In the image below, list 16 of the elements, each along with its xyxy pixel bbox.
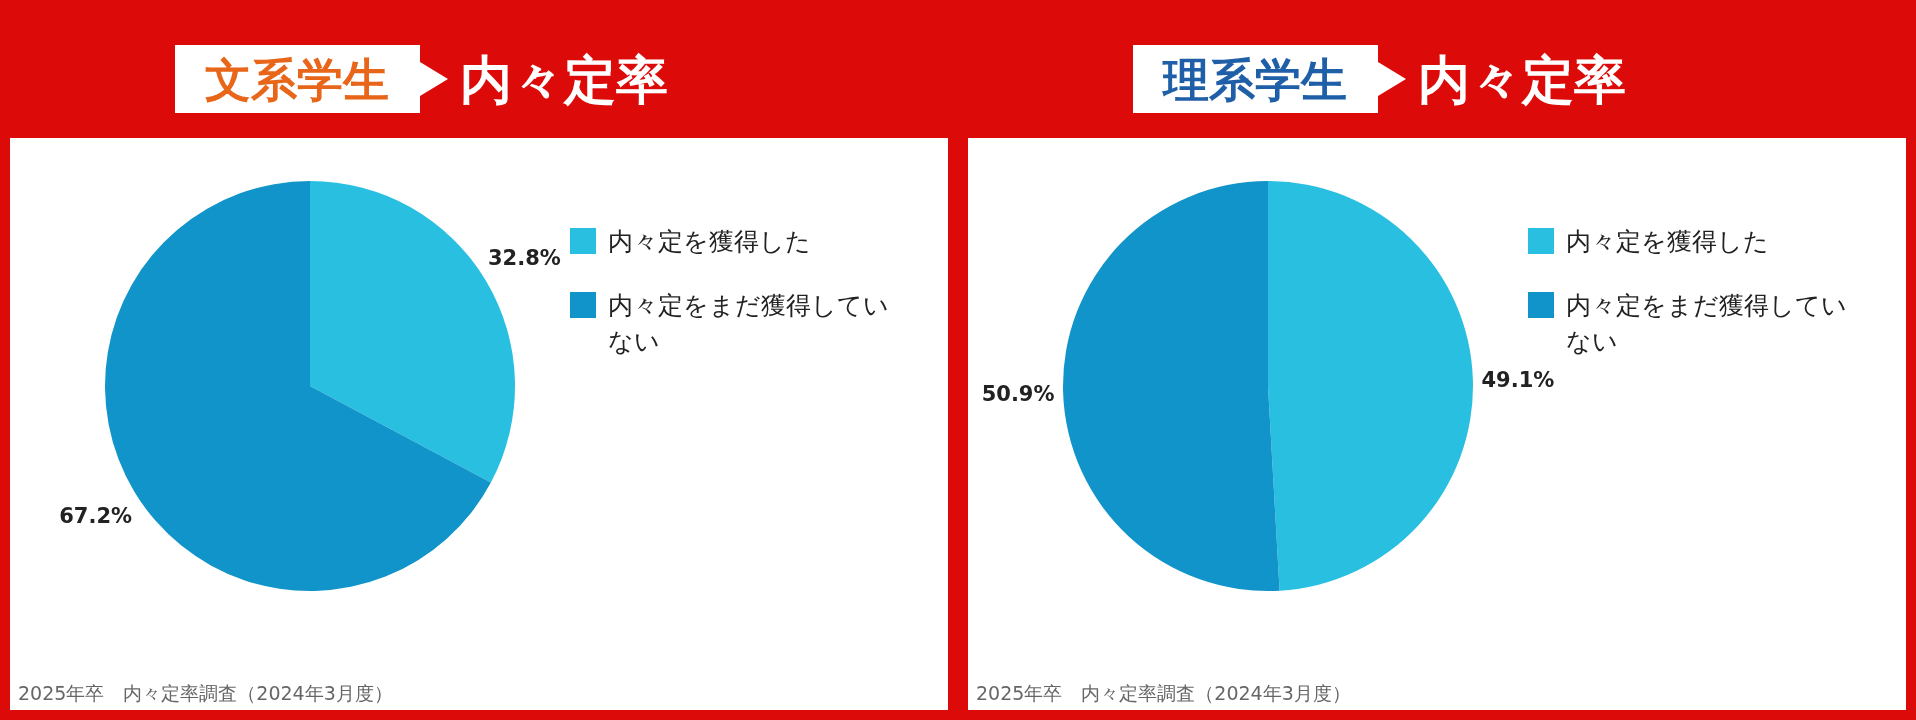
legend-label: 内々定を獲得した <box>1566 227 1769 256</box>
data-label: 50.9% <box>981 382 1055 407</box>
data-label: 32.8% <box>487 246 561 271</box>
data-label: 67.2% <box>59 503 133 528</box>
chart-title: 理系学生 <box>1161 53 1347 107</box>
legend-label: 内々定をまだ獲得していない <box>608 291 889 356</box>
legend-label: 内々定をまだ獲得していない <box>1566 291 1847 356</box>
text: 2025年卒 内々定率調査（2024年3月度） <box>976 682 1351 704</box>
pie-slice <box>1268 181 1473 591</box>
chart-title: 文系学生 <box>205 53 389 107</box>
chart-subtitle: 内々定率 <box>1418 50 1626 110</box>
pie-slice <box>1063 181 1280 591</box>
legend-label: 内々定を獲得した <box>608 227 811 256</box>
data-label: 49.1% <box>1481 367 1555 392</box>
chart-subtitle: 内々定率 <box>460 50 668 110</box>
text: 2025年卒 内々定率調査（2024年3月度） <box>18 682 393 704</box>
